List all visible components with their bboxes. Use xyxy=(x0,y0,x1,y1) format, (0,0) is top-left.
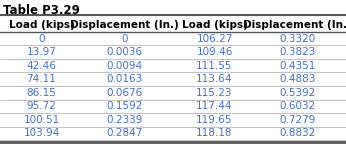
Text: 42.46: 42.46 xyxy=(27,61,56,71)
Text: 103.94: 103.94 xyxy=(23,128,60,138)
Text: 0.8832: 0.8832 xyxy=(279,128,316,138)
Text: 111.55: 111.55 xyxy=(196,61,233,71)
Text: 0.3320: 0.3320 xyxy=(280,34,316,44)
Text: Displacement (In.): Displacement (In.) xyxy=(243,20,346,30)
Text: 0.0676: 0.0676 xyxy=(107,88,143,98)
Text: 106.27: 106.27 xyxy=(196,34,233,44)
Text: 74.11: 74.11 xyxy=(27,74,56,84)
Text: Load (kips): Load (kips) xyxy=(9,20,74,30)
Text: 0: 0 xyxy=(121,34,128,44)
Text: 0.0036: 0.0036 xyxy=(107,47,143,57)
Text: 0.4351: 0.4351 xyxy=(279,61,316,71)
Text: 100.51: 100.51 xyxy=(24,115,60,125)
Text: 0.4883: 0.4883 xyxy=(279,74,316,84)
Text: 0.2339: 0.2339 xyxy=(106,115,143,125)
Text: 95.72: 95.72 xyxy=(27,101,56,111)
Text: 0.1592: 0.1592 xyxy=(106,101,143,111)
Text: 115.23: 115.23 xyxy=(196,88,233,98)
Text: 0.5392: 0.5392 xyxy=(279,88,316,98)
Text: 86.15: 86.15 xyxy=(27,88,56,98)
Text: 0: 0 xyxy=(38,34,45,44)
Text: 0.6032: 0.6032 xyxy=(280,101,316,111)
Text: 0.0094: 0.0094 xyxy=(107,61,143,71)
Text: Load (kips): Load (kips) xyxy=(182,20,247,30)
Text: 0.0163: 0.0163 xyxy=(107,74,143,84)
Text: Displacement (In.): Displacement (In.) xyxy=(70,20,179,30)
Text: 113.64: 113.64 xyxy=(196,74,233,84)
Text: 117.44: 117.44 xyxy=(196,101,233,111)
Text: 118.18: 118.18 xyxy=(196,128,233,138)
Text: 109.46: 109.46 xyxy=(196,47,233,57)
Text: 0.3823: 0.3823 xyxy=(279,47,316,57)
Text: 13.97: 13.97 xyxy=(27,47,56,57)
Text: 119.65: 119.65 xyxy=(196,115,233,125)
Text: 0.2847: 0.2847 xyxy=(106,128,143,138)
Text: 0.7279: 0.7279 xyxy=(279,115,316,125)
Text: Table P3.29: Table P3.29 xyxy=(3,4,80,17)
